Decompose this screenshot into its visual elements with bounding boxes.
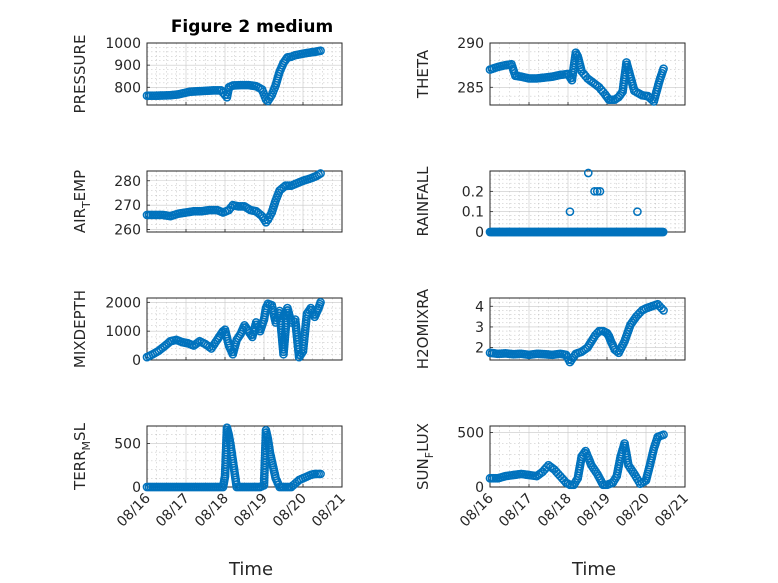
data-series [142, 423, 325, 492]
axes-border [489, 425, 686, 488]
data-point [590, 186, 599, 196]
y-tick-label: 280 [114, 174, 141, 190]
y-tick-label: 0 [475, 225, 484, 241]
y-tick-label: 290 [457, 36, 484, 52]
figure-title: Figure 2 medium [171, 17, 333, 37]
axes-border [489, 297, 686, 361]
y-tick-label: 0.1 [462, 205, 484, 221]
y-tick-label: 500 [114, 436, 141, 452]
axes-border [146, 297, 343, 361]
x-axis-label-right: Time [571, 559, 616, 580]
data-point [659, 430, 668, 440]
x-tick-label: 08/19 [574, 491, 614, 531]
data-point [658, 227, 668, 237]
y-axis-label: AIRTEMP [71, 170, 93, 233]
y-axis-label: TERRMSL [71, 422, 93, 491]
x-tick-label: 08/17 [496, 491, 536, 531]
x-tick-label: 08/16 [114, 490, 154, 530]
axes-border [146, 170, 343, 233]
x-tick-label: 08/17 [153, 491, 193, 531]
y-tick-label: 500 [457, 426, 484, 442]
data-point [542, 463, 551, 472]
y-tick-label: 0 [132, 480, 141, 496]
subplot-mixdepth: 0 1000 2000 MIXDEPTH [71, 290, 343, 369]
x-tick-label: 08/19 [231, 491, 271, 531]
y-tick-label: 800 [114, 80, 141, 96]
x-tick-label: 08/16 [457, 490, 497, 530]
data-point [316, 297, 325, 307]
data-point [659, 64, 668, 74]
x-tick-label: 08/20 [270, 491, 310, 531]
subplot-h2omixra: 2 3 4 H2OMIXRA [414, 288, 686, 369]
subplot-sun-flux: 0 500 08/16 08/17 08/18 08/19 08/20 08/21 SUNFLU… [414, 423, 692, 530]
data-point [583, 168, 593, 178]
data-point [657, 303, 666, 313]
y-axis-label: H2OMIXRA [414, 288, 432, 369]
x-tick-label: 08/21 [652, 491, 692, 531]
y-axis-label: MIXDEPTH [71, 290, 89, 368]
subplot-air-temp: 260 270 280 AIRTEMP [71, 169, 343, 239]
y-axis-label: RAINFALL [414, 166, 432, 237]
y-axis-label: PRESSURE [71, 35, 89, 114]
y-tick-label: 0.2 [462, 184, 484, 200]
data-series [485, 48, 668, 106]
data-point [279, 182, 288, 192]
data-point [565, 207, 575, 217]
data-point [592, 186, 602, 196]
y-tick-label: 900 [114, 58, 141, 74]
y-tick-label: 1000 [105, 36, 141, 52]
data-point [316, 169, 325, 178]
y-tick-label: 270 [114, 198, 141, 214]
y-tick-label: 2000 [105, 295, 141, 311]
subplot-pressure: 800 900 1000 PRESSURE [71, 35, 343, 114]
data-series [142, 297, 325, 362]
y-axis-label: THETA [414, 49, 432, 99]
axes-border [489, 42, 686, 106]
y-tick-label: 285 [457, 80, 484, 96]
y-tick-label: 0 [132, 353, 141, 369]
subplot-theta: 285 290 THETA [414, 36, 686, 106]
y-tick-label: 0 [475, 480, 484, 496]
axes-background [489, 170, 686, 233]
data-point [261, 95, 271, 104]
x-axis-label-left: Time [228, 559, 273, 580]
y-tick-label: 1000 [105, 324, 141, 340]
x-tick-label: 08/21 [309, 491, 349, 531]
x-tick-label: 08/18 [192, 491, 232, 531]
subplot-grid: 800 900 1000 PRESSURE 285 290 THETA 260 270 280 AI… [71, 35, 692, 531]
subplot-terr-msl: 0 500 08/16 08/17 08/18 08/19 08/20 08/21 TERRMS… [71, 422, 349, 530]
data-series [485, 168, 668, 237]
y-tick-label: 2 [475, 341, 484, 357]
data-point [633, 207, 642, 217]
y-tick-label: 3 [475, 320, 484, 336]
data-point [193, 338, 203, 348]
y-tick-label: 260 [114, 223, 141, 239]
y-axis-label: SUNFLUX [414, 423, 436, 490]
y-tick-label: 4 [475, 299, 484, 315]
x-tick-label: 08/18 [535, 491, 575, 531]
data-series [485, 299, 668, 367]
axes-border [146, 42, 343, 106]
subplot-rainfall: 0 0.1 0.2 RAINFALL [414, 166, 686, 241]
data-point [316, 469, 325, 479]
x-tick-label: 08/20 [613, 491, 653, 531]
data-point [595, 186, 605, 196]
data-point [316, 46, 325, 56]
data-series [485, 430, 668, 490]
data-series [142, 46, 325, 106]
data-series [142, 169, 325, 227]
data-point [659, 306, 668, 315]
